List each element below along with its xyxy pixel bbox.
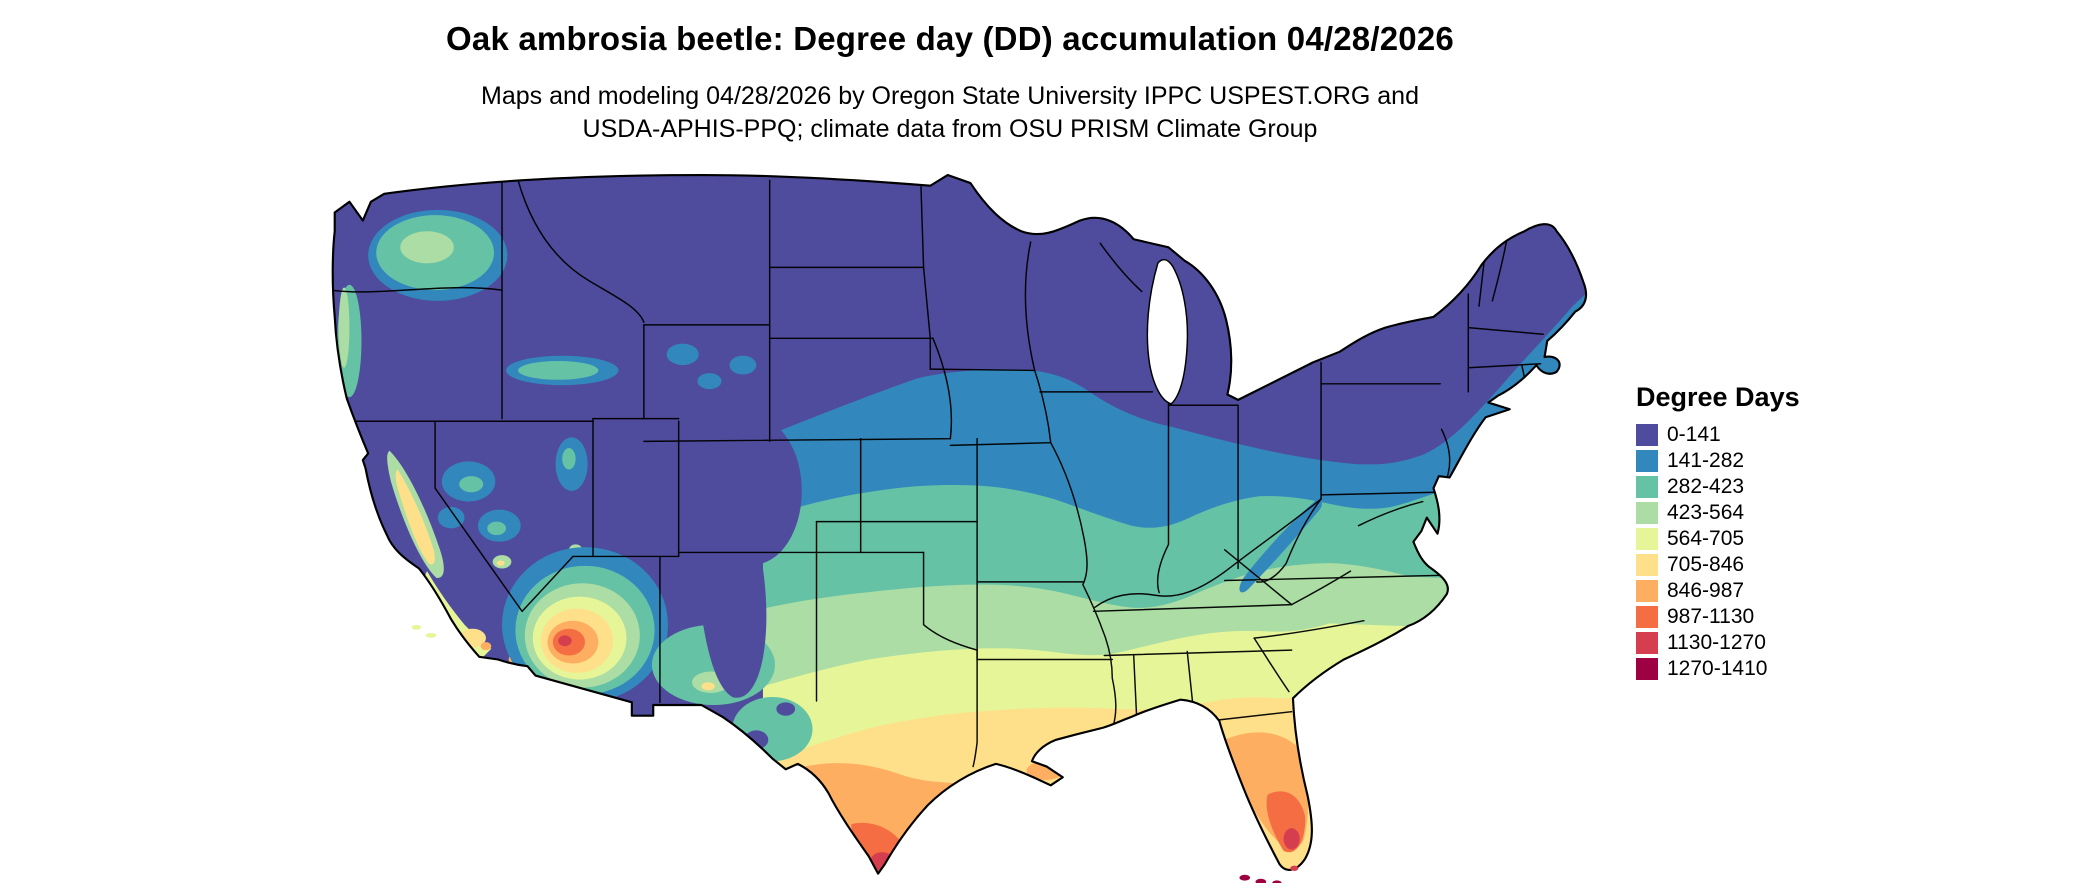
- lake-michigan: [1146, 258, 1189, 405]
- florida-keys-dots: [1239, 865, 1299, 883]
- legend-item: 1130-1270: [1636, 630, 1800, 656]
- legend-swatch: [1636, 580, 1658, 602]
- legend-title: Degree Days: [1636, 382, 1800, 412]
- western-detail-blobs: [337, 209, 1322, 762]
- legend-label: 1270-1410: [1667, 657, 1768, 680]
- legend-item: 282-423: [1636, 474, 1800, 500]
- legend-item: 141-282: [1636, 448, 1800, 474]
- legend-item: 1270-1410: [1636, 656, 1800, 682]
- legend-label: 1130-1270: [1667, 631, 1766, 654]
- us-map-svg: [331, 173, 1588, 883]
- legend-item: 987-1130: [1636, 604, 1800, 630]
- legend-swatch: [1636, 450, 1658, 472]
- subtitle-line-1: Maps and modeling 04/28/2026 by Oregon S…: [481, 82, 1419, 110]
- legend-label: 282-423: [1667, 475, 1745, 498]
- legend-label: 423-564: [1667, 501, 1745, 524]
- legend: Degree Days 0-141 141-282 282-423 423-56…: [1636, 382, 1800, 682]
- us-degree-day-map: [301, 167, 1593, 883]
- map-fill-layers: [332, 175, 1587, 874]
- subtitle-line-2: USDA-APHIS-PPQ; climate data from OSU PR…: [582, 114, 1318, 143]
- hotspot-south-texas-846-987: [785, 763, 975, 874]
- legend-swatch: [1636, 476, 1658, 498]
- channel-islands-dots: [411, 624, 437, 638]
- legend-label: 987-1130: [1667, 605, 1755, 628]
- legend-item: 846-987: [1636, 578, 1800, 604]
- legend-label: 141-282: [1667, 449, 1745, 472]
- legend-swatch: [1636, 554, 1658, 576]
- page-title: Oak ambrosia beetle: Degree day (DD) acc…: [446, 20, 1454, 57]
- legend-swatch: [1636, 424, 1658, 446]
- legend-swatch: [1636, 658, 1658, 680]
- legend-swatch: [1636, 528, 1658, 550]
- page-subtitle: Maps and modeling 04/28/2026 by Oregon S…: [0, 80, 1900, 145]
- legend-swatch: [1636, 502, 1658, 524]
- legend-swatch: [1636, 606, 1658, 628]
- legend-label: 705-846: [1667, 553, 1745, 576]
- us-outline: [331, 173, 1588, 875]
- legend-item: 423-564: [1636, 500, 1800, 526]
- legend-label: 0-141: [1667, 423, 1721, 446]
- legend-label: 564-705: [1667, 527, 1745, 550]
- legend-label: 846-987: [1667, 579, 1745, 602]
- legend-item: 564-705: [1636, 526, 1800, 552]
- legend-item: 0-141: [1636, 422, 1800, 448]
- legend-item: 705-846: [1636, 552, 1800, 578]
- legend-swatch: [1636, 632, 1658, 654]
- hotspot-south-florida-1130-1270: [1283, 828, 1300, 850]
